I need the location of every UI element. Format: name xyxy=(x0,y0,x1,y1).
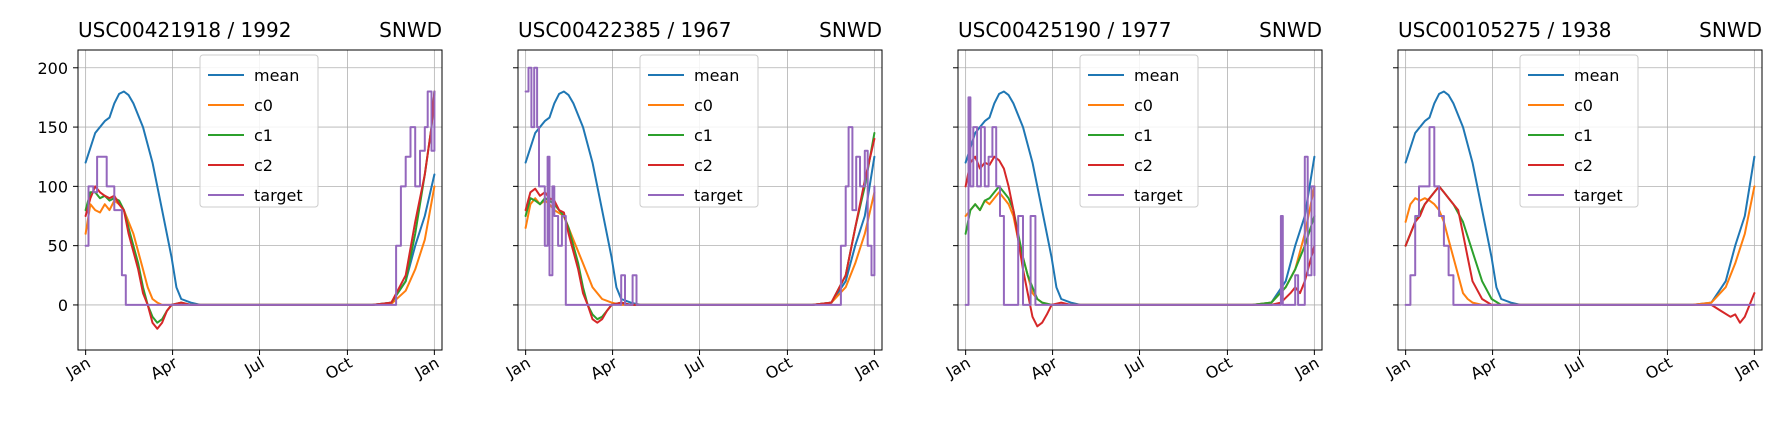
panel-3-series-target xyxy=(964,96,1316,306)
panel-2-legend: mean c0 c1 c2 target xyxy=(639,54,759,208)
panel-2-plot-area: Jan Apr Jul Oct Jan mean c0 c1 c2 target xyxy=(502,49,883,384)
panel-4-legend-label-c0: c0 xyxy=(1574,96,1593,115)
panel-3-xtick-label-3: Jul xyxy=(1120,353,1147,380)
panel-3-xtick-label-1: Jan xyxy=(942,353,974,382)
panel-3-legend-label-mean: mean xyxy=(1134,66,1179,85)
panel-3-legend-label-target: target xyxy=(1134,186,1183,205)
panel-4-title: USC00105275 / 1938 xyxy=(1398,18,1611,42)
panel-2-legend-label-target: target xyxy=(694,186,743,205)
panel-4-legend-label-c2: c2 xyxy=(1574,156,1593,175)
panel-2: USC00422385 / 1967 SNWD Jan Apr Jul Oct Jan m… xyxy=(502,18,883,384)
panel-4-xtick-label-3: Jul xyxy=(1560,353,1587,380)
panel-1-legend-label-mean: mean xyxy=(254,66,299,85)
panel-1: USC00421918 / 1992 SNWD 0 50 100 150 200 Jan A… xyxy=(37,18,443,384)
panel-1-legend-label-c1: c1 xyxy=(254,126,273,145)
panel-4-xtick-label-1: Jan xyxy=(1382,353,1414,382)
panel-2-xtick-label-1: Jan xyxy=(502,353,534,382)
panel-1-ytick-label-1: 0 xyxy=(58,296,68,315)
panel-3-xtick-label-2: Apr xyxy=(1027,353,1061,384)
panel-2-xtick-label-3: Jul xyxy=(680,353,707,380)
panel-1-legend: mean c0 c1 c2 target xyxy=(199,54,319,208)
panel-4-series-c2 xyxy=(1404,185,1756,324)
panel-2-series-target xyxy=(524,66,876,306)
panel-4-legend-label-mean: mean xyxy=(1574,66,1619,85)
panel-2-xtick-label-2: Apr xyxy=(587,353,621,384)
panel-1-legend-box xyxy=(199,54,319,208)
panel-3-series-c1 xyxy=(964,185,1316,306)
panel-4-legend-box xyxy=(1519,54,1639,208)
panel-3-legend-label-c1: c1 xyxy=(1134,126,1153,145)
panel-4-series-target xyxy=(1404,126,1756,306)
panel-2-legend-box xyxy=(639,54,759,208)
panel-4-legend-label-c1: c1 xyxy=(1574,126,1593,145)
panel-2-legend-label-c1: c1 xyxy=(694,126,713,145)
panel-3-series-mean xyxy=(964,90,1316,306)
panel-4-series-mean xyxy=(1404,90,1756,306)
panel-3-xtick-label-4: Oct xyxy=(1202,353,1235,383)
panel-4-xtick-label-4: Oct xyxy=(1642,353,1675,383)
panel-2-title-right: SNWD xyxy=(819,18,882,42)
panel-2-legend-label-c2: c2 xyxy=(694,156,713,175)
panel-4: USC00105275 / 1938 SNWD Jan Apr Jul Oct Jan m… xyxy=(1382,18,1763,384)
panel-1-series-target xyxy=(84,90,436,306)
panel-4-legend-label-target: target xyxy=(1574,186,1623,205)
panel-4-legend: mean c0 c1 c2 target xyxy=(1519,54,1639,208)
panel-4-title-right: SNWD xyxy=(1699,18,1762,42)
panel-2-xtick-label-5: Jan xyxy=(851,353,883,382)
panel-3-xtick-label-5: Jan xyxy=(1291,353,1323,382)
panel-1-xtick-label-2: Apr xyxy=(147,353,181,384)
panel-1-xtick-label-5: Jan xyxy=(411,353,443,382)
panel-3-plot-area: Jan Apr Jul Oct Jan mean c0 c1 c2 target xyxy=(942,49,1323,384)
panel-1-title: USC00421918 / 1992 xyxy=(78,18,291,42)
panel-3-legend-label-c2: c2 xyxy=(1134,156,1153,175)
panel-4-series-c0 xyxy=(1404,185,1756,306)
panel-3-title-right: SNWD xyxy=(1259,18,1322,42)
panel-4-xtick-label-5: Jan xyxy=(1731,353,1763,382)
panel-2-series-c0 xyxy=(524,191,876,306)
panel-3-legend-box xyxy=(1079,54,1199,208)
panel-1-plot-area: 0 50 100 150 200 Jan Apr Jul Oct Jan mean c0 c1 c2 tar… xyxy=(37,49,443,384)
panel-2-title: USC00422385 / 1967 xyxy=(518,18,731,42)
panel-1-series-c2 xyxy=(84,90,436,330)
panel-4-xtick-label-2: Apr xyxy=(1467,353,1501,384)
panel-3-title: USC00425190 / 1977 xyxy=(958,18,1171,42)
panel-1-legend-label-target: target xyxy=(254,186,303,205)
panel-3-legend-label-c0: c0 xyxy=(1134,96,1153,115)
panel-1-xtick-label-4: Oct xyxy=(322,353,355,383)
panel-3-legend: mean c0 c1 c2 target xyxy=(1079,54,1199,208)
panel-1-xtick-label-1: Jan xyxy=(62,353,94,382)
panel-2-legend-label-mean: mean xyxy=(694,66,739,85)
panel-1-legend-label-c0: c0 xyxy=(254,96,273,115)
panel-3: USC00425190 / 1977 SNWD Jan Apr Jul Oct Jan m… xyxy=(942,18,1323,384)
panel-1-xtick-label-3: Jul xyxy=(240,353,267,380)
panel-2-xtick-label-4: Oct xyxy=(762,353,795,383)
panel-4-plot-area: Jan Apr Jul Oct Jan mean c0 c1 c2 target xyxy=(1382,49,1763,384)
panel-1-ytick-label-5: 200 xyxy=(37,59,68,78)
panel-2-legend-label-c0: c0 xyxy=(694,96,713,115)
panel-1-ytick-label-2: 50 xyxy=(48,237,68,256)
panel-1-ytick-label-4: 150 xyxy=(37,118,68,137)
panel-1-title-right: SNWD xyxy=(379,18,442,42)
panel-1-legend-label-c2: c2 xyxy=(254,156,273,175)
panel-1-ytick-label-3: 100 xyxy=(37,177,68,196)
